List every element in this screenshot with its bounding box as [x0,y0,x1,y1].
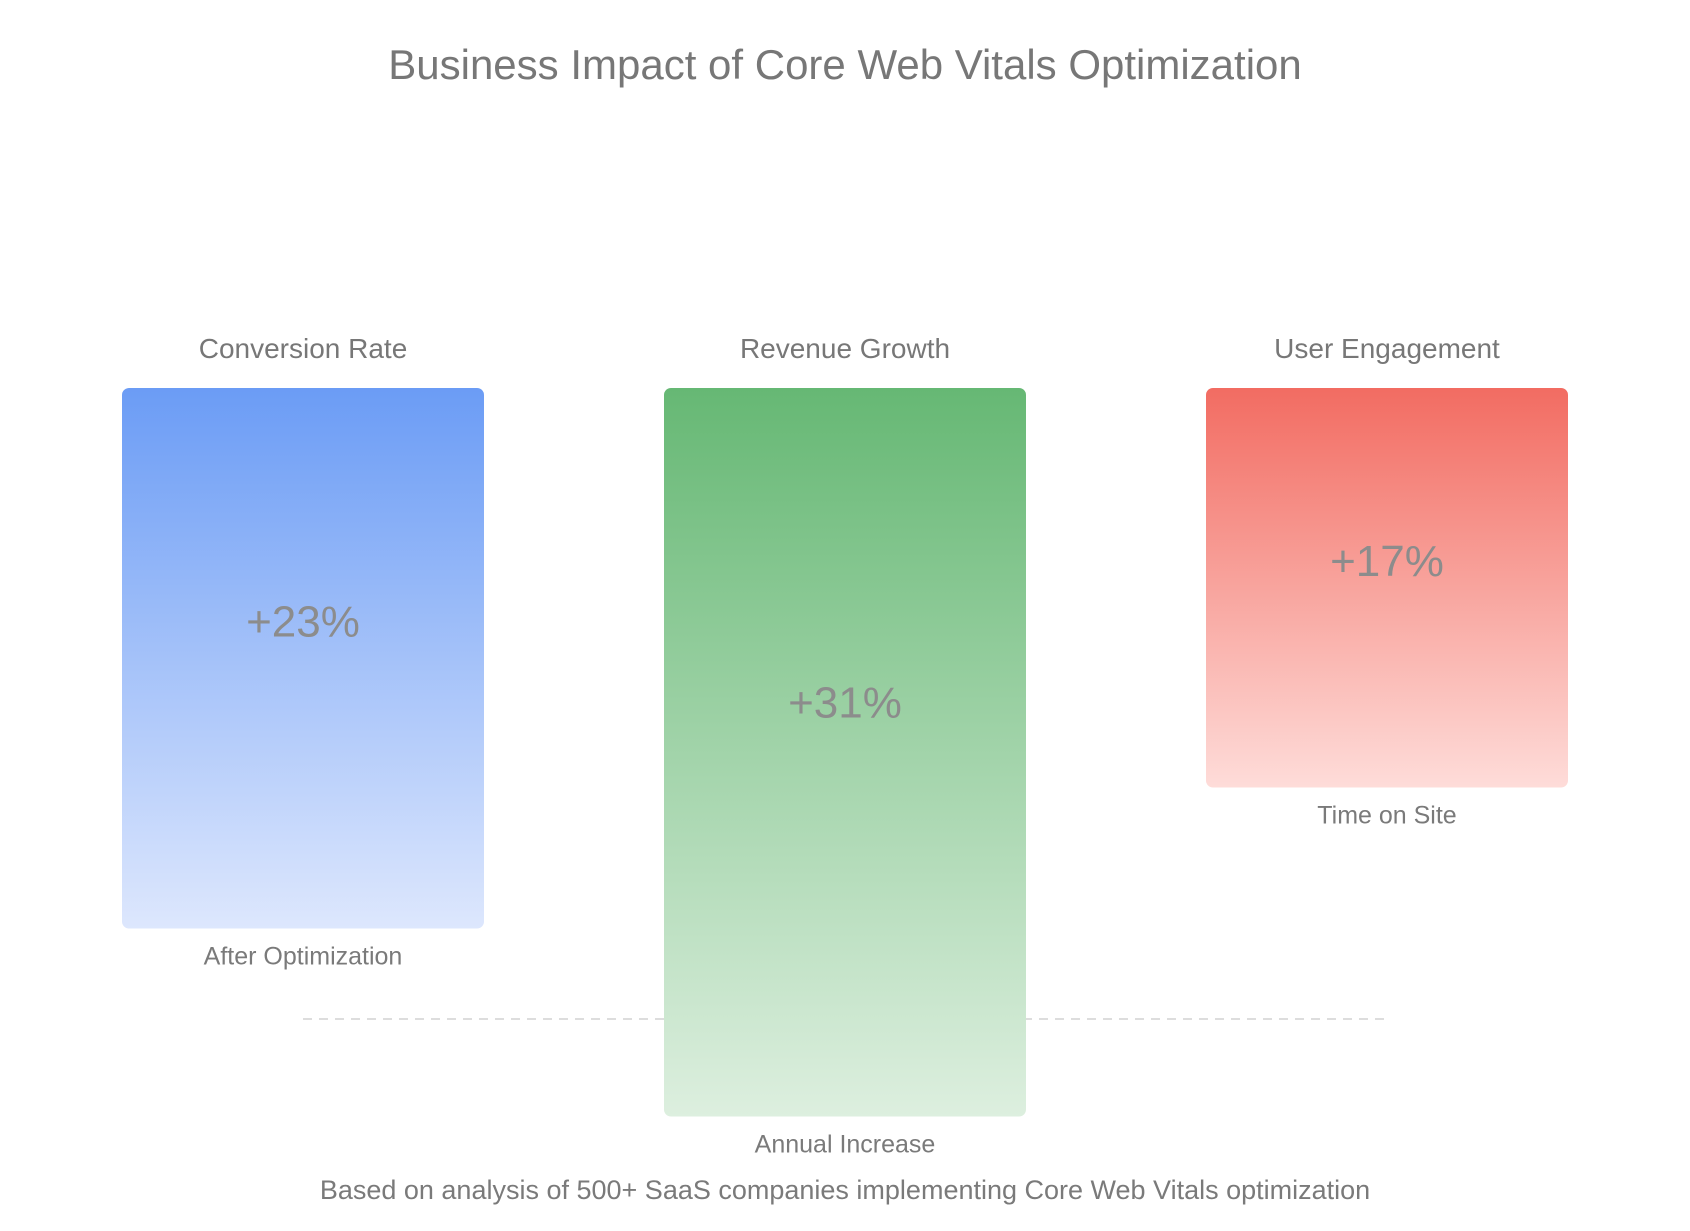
value-label-conversion-rate: +23% [246,597,360,646]
sub-label-conversion-rate: After Optimization [204,943,403,971]
category-label-conversion-rate: Conversion Rate [199,333,408,364]
bar-group-revenue-growth: Revenue Growth +31% Annual Increase [664,333,1026,1159]
bar-group-conversion-rate: Conversion Rate +23% After Optimization [122,333,484,971]
bars-layer: Conversion Rate +23% After Optimization Rev… [122,333,1568,1159]
bar-conversion-rate [122,388,484,929]
category-label-user-engagement: User Engagement [1274,333,1500,364]
sub-label-user-engagement: Time on Site [1317,802,1456,830]
sub-label-revenue-growth: Annual Increase [755,1131,936,1159]
bar-user-engagement [1206,388,1568,788]
category-label-revenue-growth: Revenue Growth [740,333,950,364]
chart-title: Business Impact of Core Web Vitals Optim… [388,41,1302,88]
chart-footnote: Based on analysis of 500+ SaaS companies… [320,1175,1370,1205]
bar-revenue-growth [664,388,1026,1117]
bar-group-user-engagement: User Engagement +17% Time on Site [1206,333,1568,830]
value-label-revenue-growth: +31% [788,678,902,727]
value-label-user-engagement: +17% [1330,537,1444,586]
